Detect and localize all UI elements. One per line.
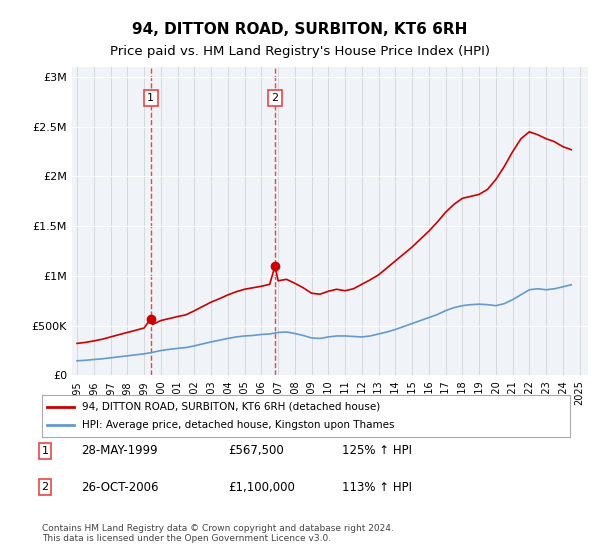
Text: £567,500: £567,500 [228,444,284,458]
Text: 2: 2 [41,482,49,492]
Text: £1,100,000: £1,100,000 [228,480,295,494]
Text: 94, DITTON ROAD, SURBITON, KT6 6RH: 94, DITTON ROAD, SURBITON, KT6 6RH [133,22,467,38]
Text: Price paid vs. HM Land Registry's House Price Index (HPI): Price paid vs. HM Land Registry's House … [110,45,490,58]
Text: 125% ↑ HPI: 125% ↑ HPI [342,444,412,458]
Text: 1: 1 [147,93,154,103]
Text: 28-MAY-1999: 28-MAY-1999 [81,444,158,458]
Text: 26-OCT-2006: 26-OCT-2006 [81,480,158,494]
Text: 94, DITTON ROAD, SURBITON, KT6 6RH (detached house): 94, DITTON ROAD, SURBITON, KT6 6RH (deta… [82,402,380,412]
Text: HPI: Average price, detached house, Kingston upon Thames: HPI: Average price, detached house, King… [82,420,394,430]
Text: 2: 2 [271,93,278,103]
Text: 1: 1 [41,446,49,456]
Text: 113% ↑ HPI: 113% ↑ HPI [342,480,412,494]
Text: Contains HM Land Registry data © Crown copyright and database right 2024.
This d: Contains HM Land Registry data © Crown c… [42,524,394,543]
